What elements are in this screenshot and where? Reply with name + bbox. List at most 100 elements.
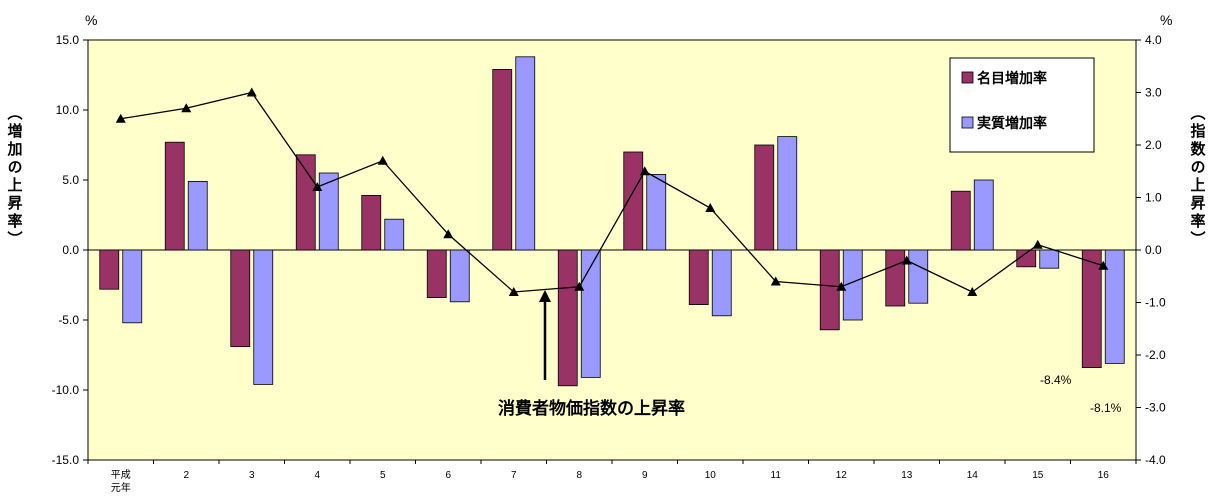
bar-real-8 — [580, 249, 601, 378]
bar-nominal-3 — [230, 249, 251, 347]
legend-box — [949, 57, 1095, 153]
left-tick-label: -15.0 — [52, 453, 80, 467]
right-axis-ticks: 4.0 3.0 2.0 1.0 0.0 -1.0 -2.0 -3.0 -4.0 — [1136, 33, 1166, 467]
bar-real-1 — [122, 249, 143, 324]
bar-real-7 — [515, 56, 536, 251]
right-tick-label: 1.0 — [1145, 191, 1162, 205]
x-tick-label: 14 — [967, 470, 979, 481]
bar-nominal-14 — [950, 190, 971, 251]
right-tick-label: 4.0 — [1145, 33, 1162, 47]
x-tick-label: 11 — [771, 470, 782, 481]
bar-real-4 — [318, 172, 339, 251]
cpi-point-16 — [1098, 260, 1109, 270]
x-tick-label: 平成元年 — [111, 469, 131, 494]
x-tick-label: 10 — [705, 470, 717, 481]
bar-real-10 — [711, 249, 732, 317]
left-axis-label: （増加の上昇率） — [6, 105, 24, 249]
bar-real-12 — [842, 249, 863, 321]
right-tick-label: -1.0 — [1145, 296, 1166, 310]
left-tick-label: -5.0 — [58, 313, 79, 327]
left-axis-unit: % — [85, 12, 97, 28]
bar-nominal-12 — [819, 249, 840, 331]
x-tick-label: 3 — [249, 470, 255, 481]
bar-real-13 — [908, 249, 929, 304]
cpi-point-15 — [1032, 239, 1043, 249]
x-tick-label: 13 — [901, 470, 913, 481]
left-tick-label: 5.0 — [62, 173, 79, 187]
x-axis-ticks: 平成元年 2 3 4 5 6 7 8 9 10 11 12 13 14 15 16 — [87, 460, 1137, 494]
cpi-line-group — [115, 87, 1109, 296]
x-tick-label: 9 — [642, 470, 648, 481]
x-tick-label: 6 — [445, 470, 451, 481]
bar-real-9 — [646, 173, 667, 251]
cpi-point-7 — [508, 287, 519, 296]
right-tick-label: 0.0 — [1145, 243, 1162, 257]
cpi-point-2 — [181, 103, 192, 113]
left-tick-label: 0.0 — [62, 243, 79, 257]
bar-real-16 — [1104, 249, 1125, 364]
cpi-point-9 — [639, 166, 650, 176]
legend-label-nominal: 名目増加率 — [977, 70, 1047, 86]
cpi-point-4 — [312, 182, 323, 191]
bar-nominal-9 — [623, 151, 644, 251]
bar-nominal-4 — [295, 154, 316, 251]
x-tick-label: 15 — [1032, 470, 1044, 481]
bar-real-15 — [1039, 249, 1060, 269]
x-tick-label: 12 — [836, 470, 848, 481]
cpi-point-11 — [770, 276, 781, 286]
bar-nominal-5 — [361, 194, 382, 251]
legend: 名目増加率 実質増加率 — [949, 57, 1095, 153]
cpi-point-13 — [901, 255, 912, 265]
legend-swatch-real — [961, 116, 974, 129]
left-axis-ticks: 15.0 10.0 5.0 0.0 -5.0 -10.0 -15.0 — [52, 33, 88, 467]
bar-nominal-13 — [885, 249, 906, 307]
bar-real-11 — [777, 136, 798, 251]
cpi-point-10 — [705, 203, 716, 212]
bar-nominal-15 — [1016, 249, 1037, 268]
bar-real-5 — [384, 218, 405, 251]
cpi-point-6 — [443, 229, 454, 239]
bar-nominal-10 — [688, 249, 709, 305]
cpi-point-3 — [246, 87, 257, 97]
x-tick-label: 2 — [183, 470, 189, 481]
left-tick-label: 15.0 — [56, 33, 80, 47]
x-tick-label-line: 元年 — [111, 481, 131, 494]
cpi-point-1 — [115, 113, 126, 123]
left-tick-label: 10.0 — [56, 103, 80, 117]
right-axis-label: （指数の上昇率） — [1189, 105, 1207, 249]
data-label-real-16: -8.1% — [1090, 401, 1122, 415]
right-tick-label: 2.0 — [1145, 138, 1162, 152]
x-tick-label: 5 — [380, 470, 386, 481]
x-tick-label: 16 — [1098, 470, 1110, 481]
cpi-point-8 — [574, 281, 585, 291]
data-label-nominal-16: -8.4% — [1040, 373, 1072, 387]
right-tick-label: -2.0 — [1145, 348, 1166, 362]
bar-real-6 — [449, 249, 470, 303]
bar-nominal-2 — [164, 141, 185, 251]
bars-group — [99, 56, 1125, 387]
x-tick-label: 8 — [576, 470, 582, 481]
bar-real-14 — [973, 179, 994, 251]
right-tick-label: -3.0 — [1145, 401, 1166, 415]
annotation-arrow-head — [539, 290, 551, 302]
bar-nominal-11 — [754, 144, 775, 251]
bar-real-3 — [253, 249, 274, 385]
bar-real-2 — [187, 180, 208, 251]
legend-label-real: 実質増加率 — [977, 115, 1047, 131]
bar-nominal-8 — [557, 249, 578, 387]
legend-swatch-nominal — [961, 71, 974, 84]
bar-nominal-16 — [1081, 249, 1102, 368]
bar-nominal-7 — [492, 69, 513, 251]
cpi-point-14 — [967, 287, 978, 296]
right-tick-label: 3.0 — [1145, 86, 1162, 100]
cpi-line — [120, 91, 1104, 293]
cpi-point-12 — [836, 281, 847, 291]
left-tick-label: -10.0 — [52, 383, 80, 397]
right-tick-label: -4.0 — [1145, 453, 1166, 467]
x-tick-label: 7 — [511, 470, 517, 481]
x-tick-label-line: 平成 — [111, 469, 131, 481]
x-tick-label: 4 — [314, 470, 320, 481]
right-axis-unit: % — [1160, 12, 1172, 28]
